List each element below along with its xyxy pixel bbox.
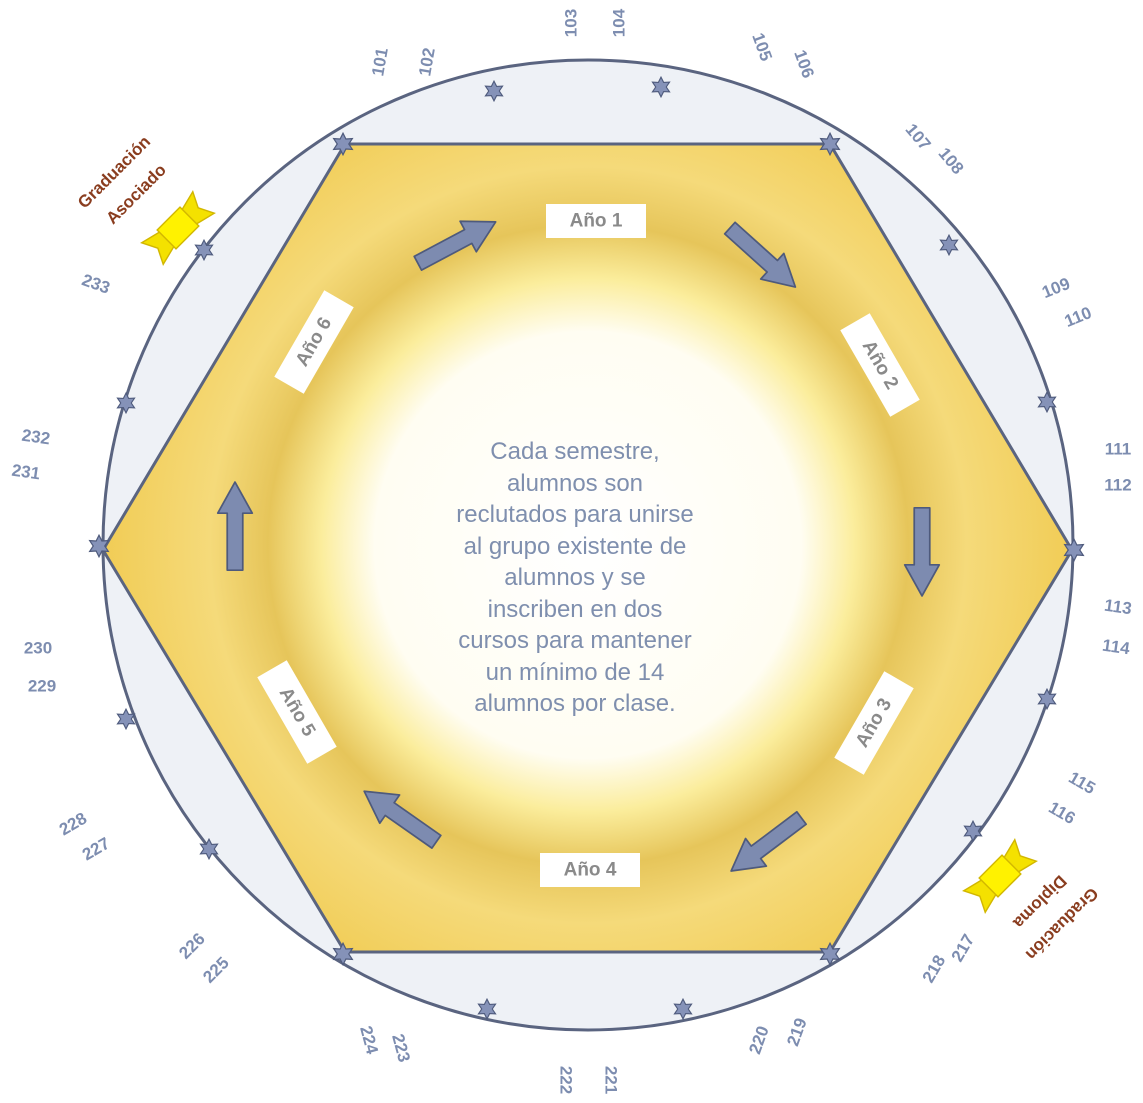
course-number: 226: [175, 929, 208, 962]
course-number: 230: [24, 639, 52, 658]
course-number: 104: [610, 8, 629, 37]
course-number: 222: [557, 1066, 576, 1094]
course-number: 232: [21, 426, 52, 449]
course-number: 218: [919, 952, 950, 986]
course-number: 228: [56, 809, 90, 840]
course-number: 231: [11, 461, 42, 484]
course-number: 116: [1045, 798, 1078, 828]
course-number: 110: [1062, 303, 1095, 331]
course-number: 108: [935, 144, 968, 178]
course-number: 106: [790, 47, 818, 80]
year-label-4: Año 4: [564, 860, 617, 881]
course-number: 113: [1103, 596, 1133, 619]
course-number: 221: [602, 1066, 621, 1094]
course-number: 105: [748, 30, 776, 63]
course-number: 224: [356, 1024, 382, 1057]
course-number: 225: [199, 953, 232, 986]
course-number: 103: [562, 9, 581, 37]
center-line: cursos para mantener: [458, 627, 692, 654]
course-number: 223: [388, 1032, 414, 1064]
center-line: un mínimo de 14: [485, 658, 665, 686]
year-label-1: Año 1: [570, 211, 623, 232]
center-description: Cada semestre, alumnos son reclutados pa…: [400, 436, 750, 720]
course-number: 111: [1105, 440, 1132, 459]
center-line: Cada semestre,: [490, 438, 660, 465]
course-number: 233: [79, 270, 112, 298]
course-number: 115: [1065, 768, 1098, 798]
center-line: alumnos por clase.: [474, 690, 676, 717]
center-line: al grupo existente de: [463, 532, 687, 560]
course-number: 101: [368, 46, 392, 77]
graduation-associate: Graduación Asociado: [74, 132, 215, 265]
center-line: alumnos son: [506, 469, 644, 497]
course-number: 220: [745, 1023, 773, 1056]
course-number: 229: [28, 677, 56, 696]
course-number: 219: [783, 1015, 811, 1048]
course-number: 217: [948, 931, 979, 965]
center-line: inscriben en dos: [487, 595, 663, 623]
center-line: alumnos y se: [504, 564, 646, 591]
center-line: reclutados para unirse: [456, 501, 694, 528]
course-number: 112: [1104, 476, 1131, 495]
course-number: 109: [1039, 274, 1072, 302]
ribbon-icon: [963, 839, 1037, 913]
course-number: 227: [79, 834, 113, 865]
course-number: 102: [415, 46, 439, 77]
course-number: 114: [1101, 636, 1131, 659]
course-number: 107: [902, 120, 935, 154]
graduation-diploma: Graduación Diploma: [963, 839, 1102, 964]
